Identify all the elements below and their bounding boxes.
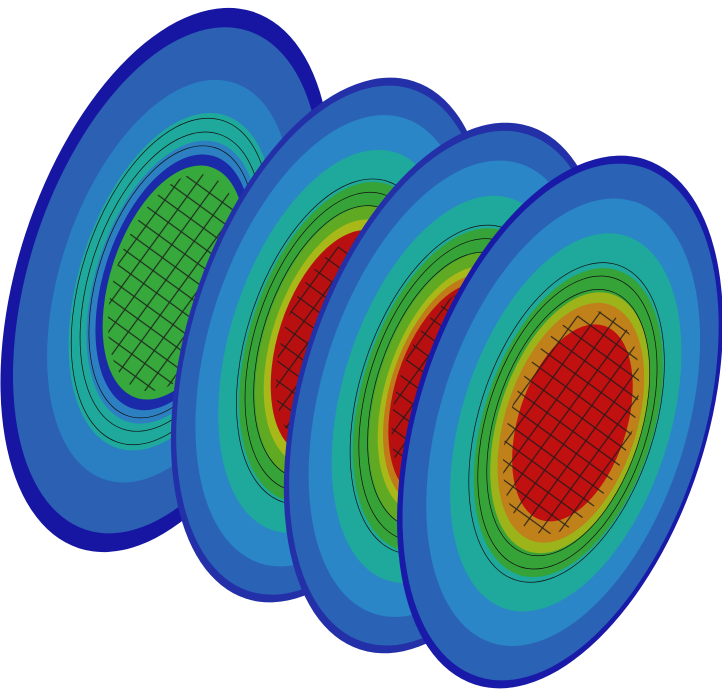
render [0, 0, 722, 699]
page: (() => { const svg = document.getElement… [0, 0, 722, 699]
